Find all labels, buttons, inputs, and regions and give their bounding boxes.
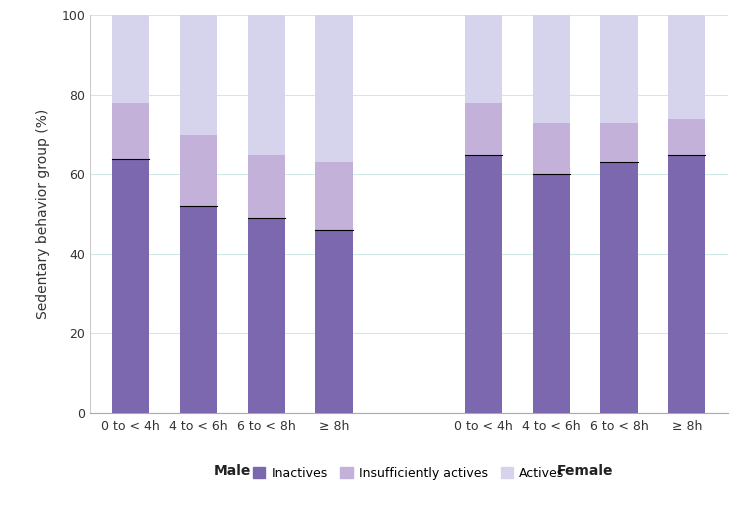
Legend: Inactives, Insufficiently actives, Actives: Inactives, Insufficiently actives, Activ… bbox=[247, 460, 571, 486]
Bar bbox=[600, 163, 638, 413]
Bar bbox=[465, 155, 502, 413]
Text: Female: Female bbox=[556, 464, 614, 478]
Bar bbox=[316, 163, 352, 230]
Bar bbox=[600, 123, 638, 163]
Bar bbox=[180, 15, 218, 135]
Text: Male: Male bbox=[214, 464, 251, 478]
Bar bbox=[532, 15, 570, 123]
Bar bbox=[248, 218, 285, 413]
Bar bbox=[180, 135, 218, 206]
Bar bbox=[532, 174, 570, 413]
Bar bbox=[600, 15, 638, 123]
Bar bbox=[316, 230, 352, 413]
Bar bbox=[248, 15, 285, 155]
Bar bbox=[112, 158, 149, 413]
Bar bbox=[465, 103, 502, 155]
Bar bbox=[112, 15, 149, 103]
Bar bbox=[668, 15, 706, 119]
Bar bbox=[668, 119, 706, 155]
Bar bbox=[668, 155, 706, 413]
Bar bbox=[180, 206, 218, 413]
Bar bbox=[316, 15, 352, 163]
Y-axis label: Sedentary behavior group (%): Sedentary behavior group (%) bbox=[36, 109, 50, 319]
Bar bbox=[248, 155, 285, 218]
Bar bbox=[532, 123, 570, 174]
Bar bbox=[465, 15, 502, 103]
Bar bbox=[112, 103, 149, 158]
